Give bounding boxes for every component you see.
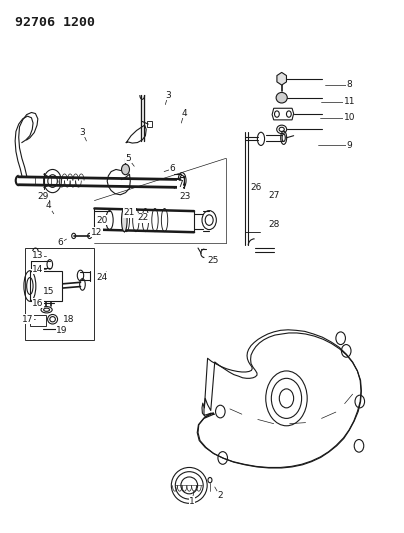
Text: 18: 18 [63,315,74,324]
Circle shape [122,164,130,175]
Text: 4: 4 [46,201,51,211]
Text: 12: 12 [91,228,102,237]
Text: 2: 2 [217,491,223,500]
Text: 5: 5 [125,154,131,163]
Text: 1: 1 [189,497,195,506]
Text: 16: 16 [32,299,44,308]
Text: 25: 25 [208,256,219,265]
Text: 4: 4 [181,109,187,118]
Text: 10: 10 [344,113,355,122]
Bar [25,248,95,341]
Text: 8: 8 [347,80,352,89]
Text: 24: 24 [96,272,107,281]
Text: 3: 3 [165,91,171,100]
Text: 19: 19 [56,326,67,335]
Text: 6: 6 [58,238,63,247]
Text: 20: 20 [96,215,107,224]
Text: 27: 27 [268,191,280,200]
Polygon shape [277,72,286,85]
Text: 14: 14 [32,265,44,273]
Text: 23: 23 [179,192,191,201]
Text: 22: 22 [137,214,149,222]
Text: 21: 21 [124,208,135,217]
Text: 26: 26 [250,183,261,192]
Text: 29: 29 [37,192,48,201]
Text: 7: 7 [177,180,183,189]
Text: 11: 11 [344,98,355,107]
Text: 17: 17 [22,315,33,324]
Text: 9: 9 [347,141,352,150]
Text: 13: 13 [32,252,44,261]
Text: 15: 15 [43,287,55,296]
Bar [30,271,62,301]
Ellipse shape [122,208,127,232]
Text: 92706 1200: 92706 1200 [15,16,95,29]
Ellipse shape [276,92,287,103]
Text: 6: 6 [169,164,175,173]
Text: 3: 3 [80,127,85,136]
Text: 28: 28 [268,220,280,229]
